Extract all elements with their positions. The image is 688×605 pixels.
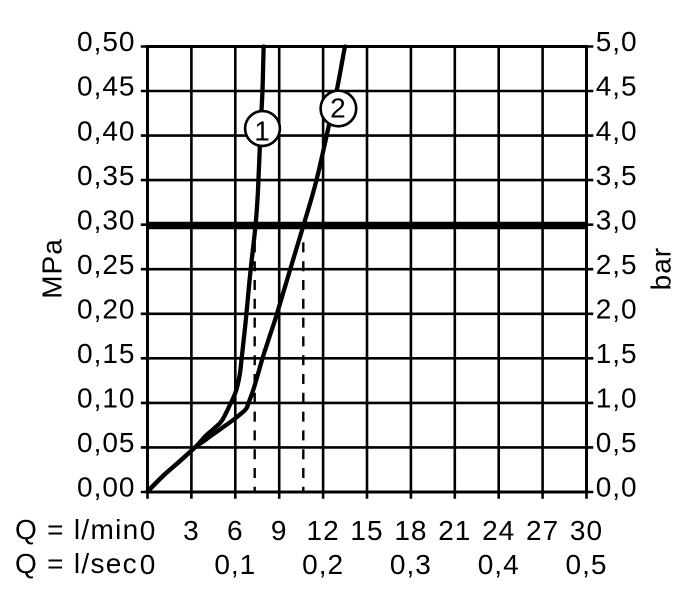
svg-text:3,0: 3,0 [596,204,638,235]
svg-text:4,0: 4,0 [596,115,638,146]
svg-text:0,5: 0,5 [596,427,638,458]
svg-text:0: 0 [140,515,157,546]
svg-text:1,5: 1,5 [596,338,638,369]
svg-text:0,50: 0,50 [77,26,136,57]
svg-text:18: 18 [394,515,427,546]
svg-text:MPa: MPa [37,238,68,299]
svg-text:0,5: 0,5 [566,549,608,580]
svg-text:1: 1 [254,115,271,146]
svg-text:0,0: 0,0 [596,472,638,503]
svg-text:0,40: 0,40 [77,115,136,146]
svg-text:2,0: 2,0 [596,294,638,325]
svg-text:2,5: 2,5 [596,249,638,280]
svg-text:0,10: 0,10 [77,383,136,414]
svg-text:0,00: 0,00 [77,472,136,503]
svg-text:6: 6 [227,515,244,546]
svg-text:2: 2 [330,92,347,123]
svg-text:4,5: 4,5 [596,71,638,102]
svg-text:Q = l/min: Q = l/min [15,514,140,545]
svg-text:21: 21 [438,515,471,546]
svg-text:Q = l/sec: Q = l/sec [15,548,138,579]
svg-text:0,45: 0,45 [77,71,136,102]
svg-text:0,1: 0,1 [214,549,256,580]
svg-text:24: 24 [482,515,515,546]
svg-text:1,0: 1,0 [596,383,638,414]
svg-text:0,4: 0,4 [478,549,520,580]
svg-text:0,2: 0,2 [302,549,344,580]
svg-text:3,5: 3,5 [596,160,638,191]
svg-text:0,25: 0,25 [77,249,136,280]
svg-text:0,05: 0,05 [77,427,136,458]
svg-text:30: 30 [570,515,603,546]
svg-text:0,3: 0,3 [390,549,432,580]
svg-text:0,30: 0,30 [77,204,136,235]
svg-text:9: 9 [271,515,288,546]
svg-text:5,0: 5,0 [596,26,638,57]
svg-text:0,20: 0,20 [77,294,136,325]
svg-text:0,15: 0,15 [77,338,136,369]
svg-text:0,35: 0,35 [77,160,136,191]
svg-text:27: 27 [526,515,559,546]
svg-text:12: 12 [307,515,340,546]
svg-text:0: 0 [140,549,157,580]
svg-text:15: 15 [350,515,383,546]
svg-text:bar: bar [646,247,677,290]
svg-text:3: 3 [183,515,200,546]
